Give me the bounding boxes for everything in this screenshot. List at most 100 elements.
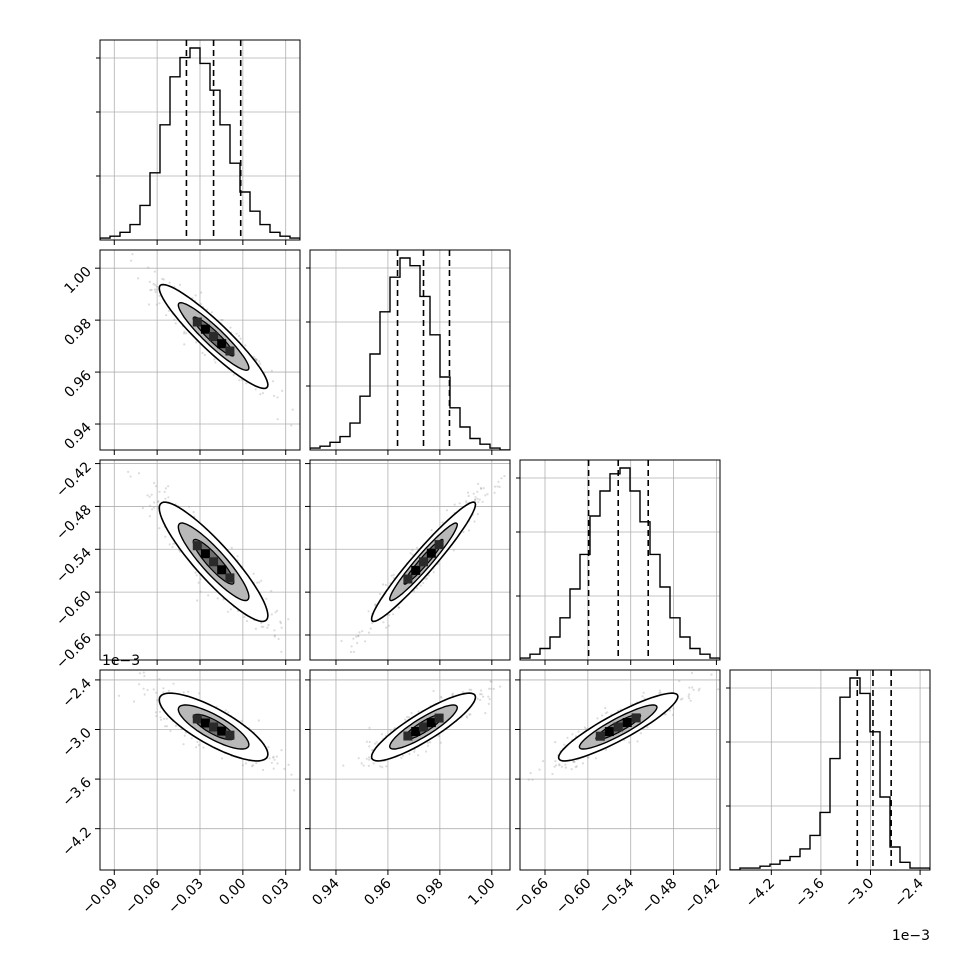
scatter-point (498, 485, 501, 488)
scatter-point (368, 740, 371, 744)
density-block (192, 541, 202, 551)
scatter-point (474, 496, 477, 499)
density-block (411, 565, 421, 575)
scatter-point (410, 712, 413, 715)
scatter-point (419, 584, 422, 587)
scatter-point (480, 693, 483, 696)
panel-plot-area (100, 670, 300, 870)
scatter-point (482, 695, 485, 698)
scatter-point (367, 758, 371, 761)
scatter-point (262, 768, 265, 772)
scatter-point (426, 741, 430, 744)
panel-frame (519, 459, 721, 661)
scatter-point (390, 574, 393, 577)
x-tick-label: 0.03 (259, 876, 292, 909)
scatter-point (210, 311, 213, 314)
density-block (217, 339, 227, 349)
scatter-point (220, 318, 223, 322)
scatter-point (480, 689, 483, 692)
scatter-point (451, 692, 454, 695)
scatter-point (643, 697, 646, 700)
scatter-point (426, 744, 430, 747)
scatter-point (466, 716, 469, 719)
scatter-point (236, 555, 239, 558)
density-block (192, 317, 202, 327)
scatter-point (279, 620, 282, 623)
scatter-point (238, 334, 241, 337)
panel-frame (519, 669, 721, 871)
scatter-point (400, 756, 403, 759)
scatter-point (171, 545, 174, 549)
scatter-point (470, 688, 473, 691)
scatter-point (276, 418, 279, 421)
scatter-point (477, 500, 480, 504)
x-tick-label: −2.4 (892, 875, 927, 910)
panel-plot-area (310, 670, 510, 870)
x-tick-label: 0.00 (216, 876, 249, 909)
density-block (426, 718, 436, 728)
panel-plot-area (310, 460, 510, 663)
scatter-point (255, 358, 258, 361)
scatter-point (132, 700, 136, 703)
scatter-point (200, 291, 203, 294)
scatter-point (127, 470, 130, 473)
scatter-point (361, 630, 364, 633)
scatter-point (429, 741, 432, 744)
scatter-point (365, 757, 368, 760)
scatter-point (270, 369, 273, 372)
panel-plot-area (100, 250, 300, 450)
scatter-point (697, 689, 700, 692)
y-tick-label: −0.48 (53, 502, 95, 544)
scatter-point (687, 695, 690, 698)
scatter-point (198, 692, 201, 695)
scatter-point (165, 314, 168, 317)
scatter-point (570, 768, 573, 771)
scatter-point (573, 760, 576, 764)
scatter-point (167, 689, 171, 692)
scatter-point (412, 589, 416, 593)
scatter-point (688, 686, 691, 689)
scatter-point (497, 480, 500, 483)
scatter-point (155, 691, 158, 694)
scatter-point (255, 762, 258, 765)
scatter-point (581, 762, 584, 765)
scatter-point (164, 725, 167, 728)
scatter-point (291, 408, 294, 411)
scatter-point (260, 579, 263, 582)
scatter-point (195, 574, 198, 577)
scatter-point (479, 486, 482, 490)
scatter-point (487, 702, 490, 705)
scatter-point (367, 610, 370, 613)
scatter-point (273, 629, 276, 632)
x-tick-label: 0.96 (361, 875, 394, 908)
scatter-point (345, 661, 347, 663)
scatter-point (413, 750, 416, 753)
scatter-point (397, 606, 400, 609)
scatter-point (183, 343, 186, 346)
scatter-point (167, 485, 170, 488)
scatter-point (481, 500, 484, 503)
scatter-point (430, 529, 433, 532)
scatter-point (203, 353, 206, 357)
scatter-point (167, 496, 170, 499)
panel-plot-area (730, 670, 930, 870)
scatter-point (185, 332, 188, 335)
scatter-point (268, 757, 271, 760)
scatter-point (527, 778, 530, 781)
scatter-point (484, 494, 487, 497)
panel-frame (309, 669, 511, 871)
scatter-point (367, 631, 371, 634)
scatter-point (229, 608, 232, 611)
scatter-point (357, 635, 360, 638)
scatter-point (187, 690, 190, 693)
scatter-point (227, 711, 230, 714)
density-block (631, 713, 641, 723)
scatter-point (137, 277, 140, 280)
scatter-point (554, 760, 557, 763)
panel-2-0: −0.66−0.60−0.54−0.48−0.42 (53, 459, 301, 672)
scatter-point (232, 373, 235, 376)
scatter-point (392, 573, 395, 576)
scatter-point (153, 501, 156, 504)
scatter-point (152, 688, 155, 691)
x-tick-label: −0.60 (553, 876, 595, 918)
